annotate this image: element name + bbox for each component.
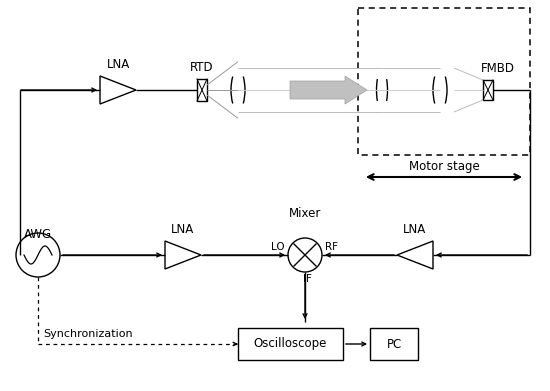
Text: Mixer: Mixer [289, 207, 321, 220]
Bar [238, 328, 343, 360]
Bar [370, 328, 418, 360]
Text: PC: PC [386, 337, 402, 350]
Text: AWG: AWG [24, 228, 52, 241]
Text: LNA: LNA [106, 58, 130, 71]
Text: LO: LO [271, 242, 285, 252]
Bar [358, 8, 530, 155]
Bar [483, 80, 493, 100]
Text: RTD: RTD [190, 61, 214, 74]
Text: IF: IF [302, 274, 311, 284]
Text: LNA: LNA [403, 223, 427, 236]
Bar [197, 79, 207, 101]
Text: Oscilloscope: Oscilloscope [254, 337, 327, 350]
Text: LNA: LNA [172, 223, 195, 236]
Text: Synchronization: Synchronization [43, 329, 133, 339]
FancyArrow shape [290, 76, 367, 104]
Text: FMBD: FMBD [481, 62, 515, 75]
Text: Motor stage: Motor stage [409, 160, 480, 173]
Text: RF: RF [325, 242, 338, 252]
